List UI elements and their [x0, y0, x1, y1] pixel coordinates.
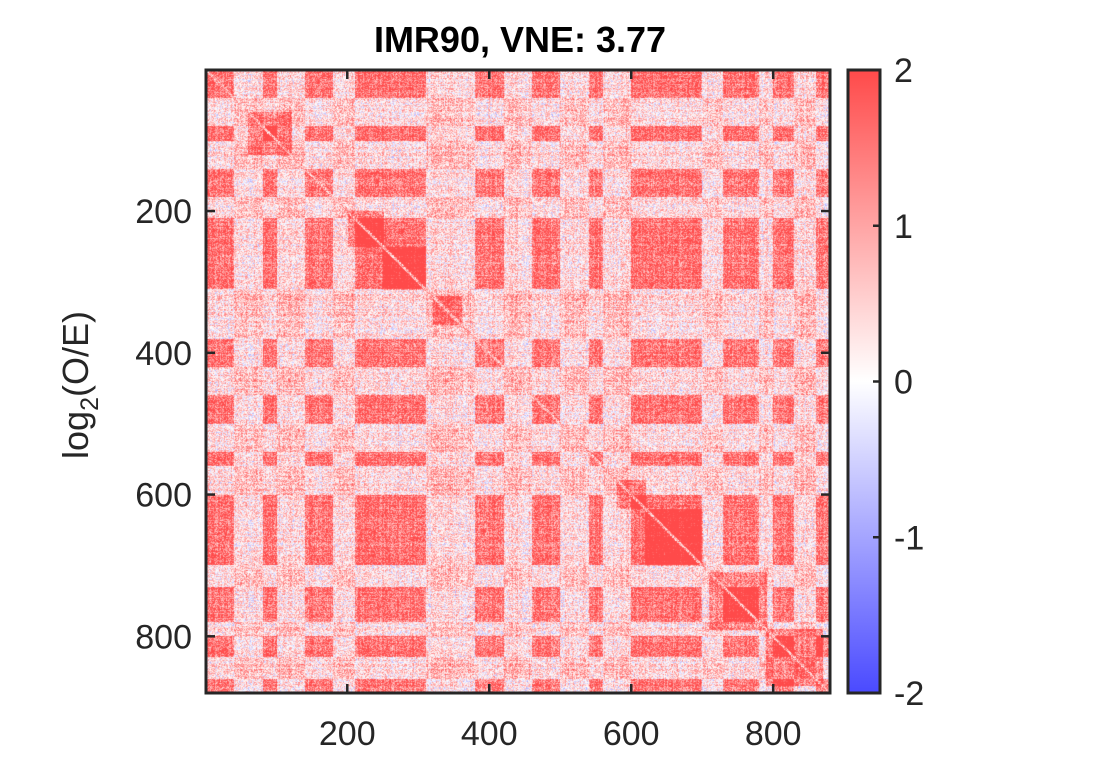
chart-title: IMR90, VNE: 3.77 [374, 19, 666, 60]
x-tick-label: 200 [319, 715, 376, 753]
y-tick-label: 200 [135, 193, 192, 231]
y-axis: 200 400 600 800 [135, 193, 830, 656]
y-axis-label: log2(O/E) [55, 311, 104, 459]
contact-map-heatmap [206, 70, 830, 693]
x-tick-label: 800 [745, 715, 802, 753]
x-tick-label: 400 [461, 715, 518, 753]
colorbar-tick-label: -2 [894, 675, 924, 713]
colorbar-tick-label: -1 [894, 519, 924, 557]
y-tick-label: 600 [135, 477, 192, 515]
y-tick-label: 800 [135, 618, 192, 656]
y-tick-label: 400 [135, 335, 192, 373]
colorbar-tick-label: 2 [894, 52, 913, 90]
colorbar-ticks: 2 1 0 -1 -2 [873, 52, 924, 713]
x-axis: 200 400 600 800 [319, 70, 802, 753]
plot-frame [204, 68, 832, 695]
colorbar-tick-label: 1 [894, 208, 913, 246]
x-tick-label: 600 [603, 715, 660, 753]
colorbar-tick-label: 0 [894, 364, 913, 402]
